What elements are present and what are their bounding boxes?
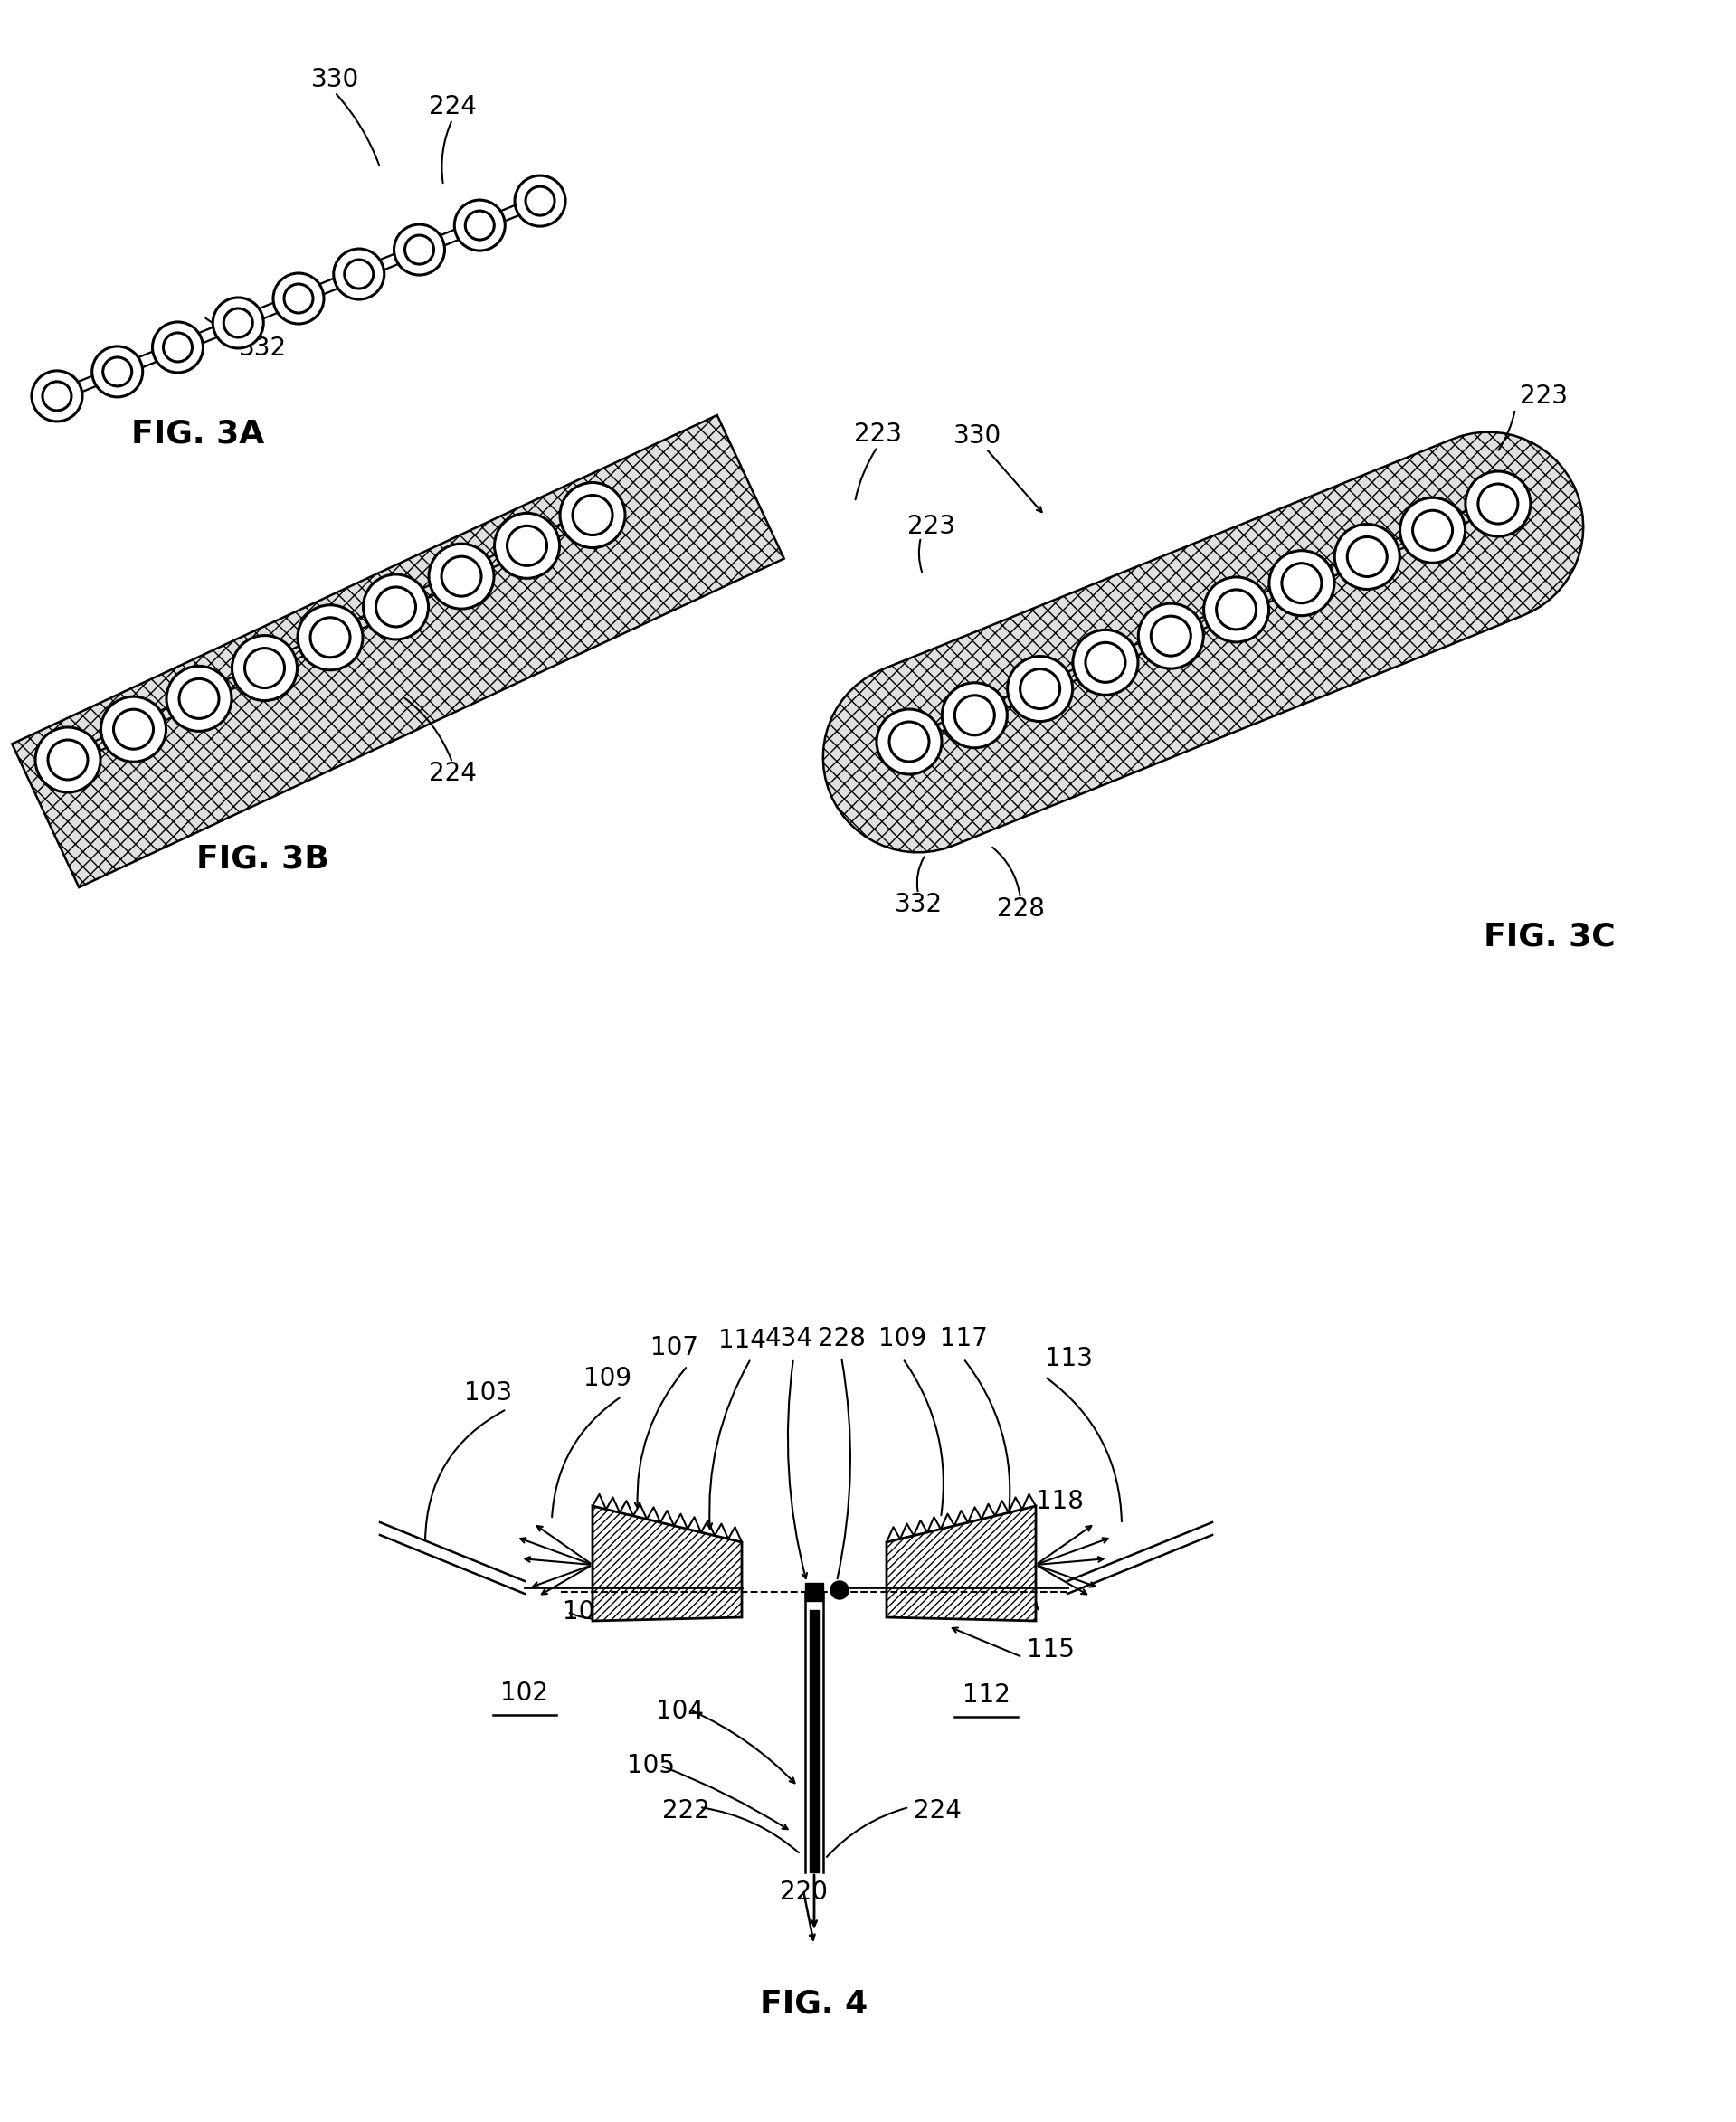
Circle shape <box>1281 562 1321 603</box>
Text: 330: 330 <box>953 422 1002 448</box>
Text: 114: 114 <box>719 1328 766 1354</box>
Circle shape <box>363 575 429 639</box>
Text: 222: 222 <box>661 1797 710 1823</box>
Text: 113: 113 <box>1045 1345 1092 1371</box>
Circle shape <box>516 176 566 227</box>
Circle shape <box>561 482 625 547</box>
Text: 107: 107 <box>649 1335 698 1360</box>
Circle shape <box>333 248 384 299</box>
Text: 332: 332 <box>238 335 286 361</box>
Circle shape <box>889 721 929 762</box>
Circle shape <box>1269 550 1335 615</box>
Text: 102: 102 <box>500 1681 549 1706</box>
Text: FIG. 3A: FIG. 3A <box>132 418 264 450</box>
Circle shape <box>102 356 132 386</box>
Circle shape <box>285 284 312 312</box>
Circle shape <box>441 556 481 596</box>
Circle shape <box>297 605 363 671</box>
Circle shape <box>495 514 559 579</box>
Circle shape <box>1399 499 1465 562</box>
Circle shape <box>1477 484 1517 524</box>
Text: 220: 220 <box>779 1880 828 1906</box>
Circle shape <box>955 696 995 734</box>
Text: 117: 117 <box>939 1326 988 1352</box>
Text: 330: 330 <box>311 68 359 91</box>
Circle shape <box>153 323 203 373</box>
Circle shape <box>429 543 495 609</box>
Text: 223: 223 <box>908 514 955 539</box>
Circle shape <box>1085 643 1125 683</box>
Circle shape <box>507 526 547 567</box>
Circle shape <box>1073 630 1139 696</box>
Circle shape <box>573 494 613 535</box>
Circle shape <box>1021 668 1061 709</box>
Circle shape <box>943 683 1007 747</box>
Text: 228: 228 <box>818 1326 865 1352</box>
Text: 332: 332 <box>894 891 943 917</box>
Circle shape <box>1465 471 1531 537</box>
Circle shape <box>42 382 71 410</box>
Circle shape <box>167 666 231 732</box>
Circle shape <box>1335 524 1399 590</box>
Circle shape <box>377 588 415 626</box>
Circle shape <box>214 297 264 348</box>
Polygon shape <box>823 433 1583 853</box>
Circle shape <box>1139 603 1203 668</box>
Text: 224: 224 <box>429 93 476 119</box>
Circle shape <box>465 210 495 240</box>
Circle shape <box>1347 537 1387 577</box>
Polygon shape <box>887 1507 1036 1621</box>
Circle shape <box>224 308 253 337</box>
Circle shape <box>233 634 297 700</box>
Circle shape <box>163 333 193 361</box>
Circle shape <box>1151 615 1191 656</box>
Text: 224: 224 <box>429 760 476 785</box>
Circle shape <box>455 199 505 250</box>
Text: 109: 109 <box>583 1367 632 1392</box>
Circle shape <box>1217 590 1257 630</box>
Circle shape <box>526 187 554 214</box>
Text: FIG. 3C: FIG. 3C <box>1484 921 1614 951</box>
Text: 109: 109 <box>878 1326 927 1352</box>
Text: 115: 115 <box>1026 1638 1075 1662</box>
Circle shape <box>31 371 82 422</box>
Text: FIG. 3B: FIG. 3B <box>196 845 328 874</box>
Text: 434: 434 <box>766 1326 812 1352</box>
Circle shape <box>877 709 941 775</box>
Circle shape <box>1203 577 1269 643</box>
Text: 112: 112 <box>962 1683 1010 1708</box>
Circle shape <box>394 225 444 276</box>
Circle shape <box>830 1581 849 1600</box>
Text: 103: 103 <box>465 1379 512 1405</box>
Circle shape <box>35 728 101 792</box>
Text: 104: 104 <box>656 1700 705 1723</box>
Circle shape <box>179 679 219 719</box>
Text: 118: 118 <box>1036 1490 1083 1515</box>
Text: 224: 224 <box>913 1797 962 1823</box>
Circle shape <box>245 647 285 688</box>
Circle shape <box>49 741 89 779</box>
Text: 228: 228 <box>996 895 1045 921</box>
Circle shape <box>1007 656 1073 721</box>
Circle shape <box>311 618 351 658</box>
Text: FIG. 4: FIG. 4 <box>760 1988 868 2018</box>
Circle shape <box>344 259 373 289</box>
Circle shape <box>1413 511 1453 550</box>
Bar <box>806 1583 823 1600</box>
Text: 108: 108 <box>562 1600 611 1625</box>
Circle shape <box>92 346 142 397</box>
Circle shape <box>273 274 325 325</box>
Text: 223: 223 <box>854 422 901 448</box>
Polygon shape <box>592 1507 741 1621</box>
Text: 105: 105 <box>627 1753 675 1778</box>
Circle shape <box>113 709 153 749</box>
Polygon shape <box>12 416 785 887</box>
Circle shape <box>404 236 434 263</box>
Text: 223: 223 <box>1519 384 1568 410</box>
Circle shape <box>101 696 167 762</box>
